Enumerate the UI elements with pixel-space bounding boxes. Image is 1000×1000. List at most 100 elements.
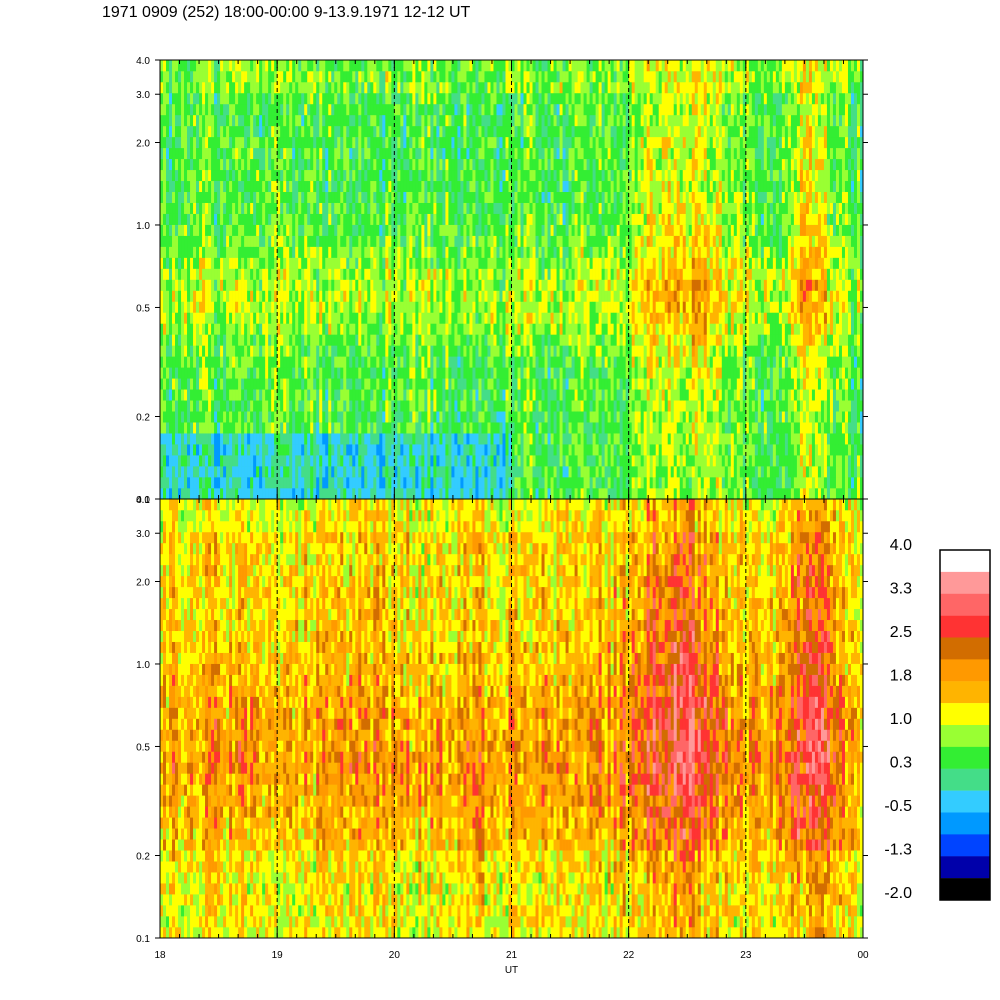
heatmap-cell xyxy=(340,92,344,105)
heatmap-cell xyxy=(331,158,335,171)
heatmap-cell xyxy=(241,180,245,193)
heatmap-cell xyxy=(445,81,449,94)
heatmap-cell xyxy=(457,92,461,105)
heatmap-cell xyxy=(211,235,215,247)
heatmap-cell xyxy=(385,81,389,94)
heatmap-cell xyxy=(223,202,227,214)
heatmap-cell xyxy=(211,169,215,182)
heatmap-cell xyxy=(520,60,524,72)
heatmap-cell xyxy=(520,279,524,291)
heatmap-cell xyxy=(508,257,512,269)
heatmap-cell xyxy=(481,92,485,105)
heatmap-cell xyxy=(211,422,215,434)
heatmap-cell xyxy=(286,433,290,445)
heatmap-cell xyxy=(217,389,221,401)
heatmap-cell xyxy=(460,301,464,313)
heatmap-cell xyxy=(370,92,374,105)
heatmap-cell xyxy=(478,389,482,401)
heatmap-cell xyxy=(490,411,494,423)
heatmap-cell xyxy=(337,169,341,182)
heatmap-cell xyxy=(427,213,431,225)
heatmap-cell xyxy=(532,290,536,302)
heatmap-cell xyxy=(403,114,407,127)
heatmap-cell xyxy=(364,279,368,291)
heatmap-cell xyxy=(205,235,209,247)
heatmap-cell xyxy=(241,103,245,116)
heatmap-cell xyxy=(268,81,272,94)
heatmap-cell xyxy=(247,147,251,160)
heatmap-cell xyxy=(406,334,410,346)
heatmap-cell xyxy=(457,60,461,72)
heatmap-cell xyxy=(283,103,287,116)
heatmap-cell xyxy=(391,389,395,401)
heatmap-cell xyxy=(208,301,212,313)
heatmap-cell xyxy=(466,224,470,236)
heatmap-cell xyxy=(184,411,188,423)
heatmap-cell xyxy=(361,114,365,127)
heatmap-cell xyxy=(286,92,290,105)
heatmap-cell xyxy=(412,455,416,467)
heatmap-cell xyxy=(400,92,404,105)
heatmap-cell xyxy=(211,356,215,368)
heatmap-cell xyxy=(295,367,299,379)
heatmap-cell xyxy=(484,268,488,280)
heatmap-cell xyxy=(172,60,176,72)
heatmap-cell xyxy=(355,257,359,269)
heatmap-cell xyxy=(529,411,533,423)
heatmap-cell xyxy=(301,279,305,291)
heatmap-cell xyxy=(460,257,464,269)
heatmap-cell xyxy=(400,312,404,324)
heatmap-cell xyxy=(349,367,353,379)
heatmap-cell xyxy=(454,202,458,214)
heatmap-cell xyxy=(472,279,476,291)
heatmap-cell xyxy=(301,301,305,313)
heatmap-cell xyxy=(451,466,455,478)
heatmap-cell xyxy=(178,158,182,171)
heatmap-cell xyxy=(253,202,257,214)
heatmap-cell xyxy=(364,455,368,467)
heatmap-cell xyxy=(298,378,302,390)
heatmap-cell xyxy=(451,411,455,423)
heatmap-cell xyxy=(463,433,467,445)
heatmap-cell xyxy=(361,268,365,280)
heatmap-cell xyxy=(493,323,497,335)
heatmap-cell xyxy=(241,114,245,127)
heatmap-cell xyxy=(292,389,296,401)
heatmap-cell xyxy=(469,301,473,313)
heatmap-cell xyxy=(484,81,488,94)
heatmap-cell xyxy=(475,389,479,401)
heatmap-cell xyxy=(169,422,173,434)
heatmap-cell xyxy=(292,147,296,160)
heatmap-cell xyxy=(427,367,431,379)
heatmap-cell xyxy=(532,191,536,203)
heatmap-cell xyxy=(175,279,179,291)
heatmap-cell xyxy=(334,378,338,390)
heatmap-cell xyxy=(202,345,206,357)
heatmap-cell xyxy=(310,158,314,171)
heatmap-cell xyxy=(427,433,431,445)
heatmap-cell xyxy=(220,345,224,357)
heatmap-cell xyxy=(259,389,263,401)
heatmap-cell xyxy=(499,367,503,379)
heatmap-cell xyxy=(256,60,260,72)
heatmap-cell xyxy=(439,224,443,236)
heatmap-cell xyxy=(409,279,413,291)
heatmap-cell xyxy=(412,70,416,83)
heatmap-cell xyxy=(277,279,281,291)
heatmap-cell xyxy=(292,411,296,423)
heatmap-cell xyxy=(223,180,227,193)
heatmap-cell xyxy=(493,235,497,247)
heatmap-cell xyxy=(217,114,221,127)
heatmap-cell xyxy=(511,147,515,160)
heatmap-cell xyxy=(244,422,248,434)
heatmap-cell xyxy=(205,136,209,149)
heatmap-cell xyxy=(370,477,374,489)
heatmap-cell xyxy=(460,422,464,434)
heatmap-cell xyxy=(319,268,323,280)
heatmap-cell xyxy=(232,246,236,258)
heatmap-cell xyxy=(292,169,296,182)
heatmap-cell xyxy=(265,290,269,302)
heatmap-cell xyxy=(217,301,221,313)
heatmap-cell xyxy=(439,312,443,324)
heatmap-cell xyxy=(358,279,362,291)
